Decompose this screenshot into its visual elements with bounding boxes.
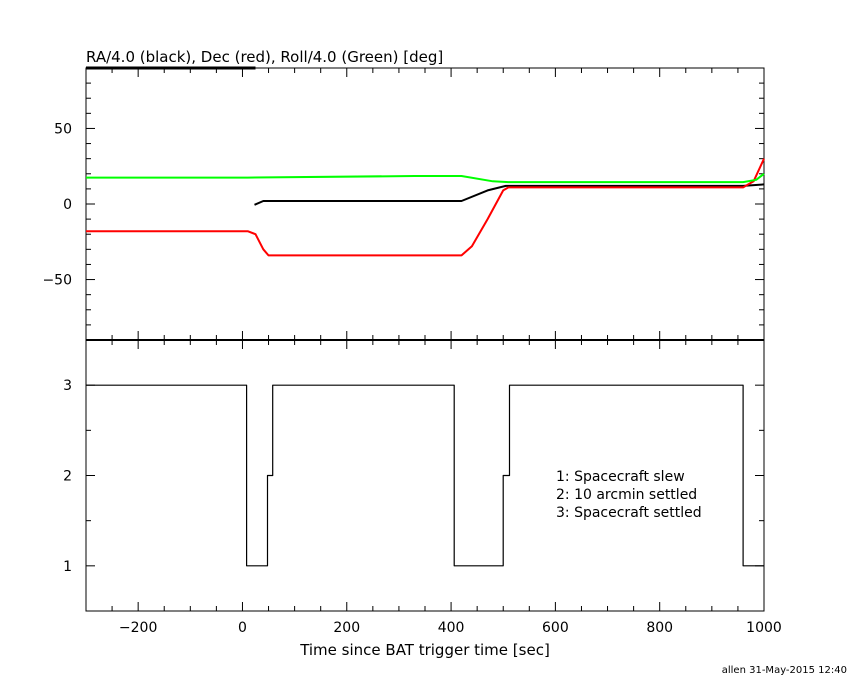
chart-title: RA/4.0 (black), Dec (red), Roll/4.0 (Gre…	[86, 48, 443, 66]
x-tick-label: 800	[646, 620, 673, 636]
series-line-ra-4-0	[254, 183, 765, 206]
top-panel-ticks: −50 0 50	[42, 67, 765, 341]
series-line-dec	[86, 158, 765, 257]
top-panel: −50 0 50	[42, 66, 765, 341]
top-panel-frame	[85, 67, 765, 341]
x-tick-label: −200	[119, 620, 157, 636]
x-tick-label: 0	[238, 620, 247, 636]
footer-credit: allen 31-May-2015 12:40	[722, 665, 847, 676]
y-tick-label: 0	[63, 197, 72, 213]
bottom-panel-series	[86, 384, 764, 567]
bottom-panel-ticks: −200 0 200 400 600 800 1000 1 2 3	[63, 339, 782, 636]
y-tick-label: 50	[54, 121, 72, 137]
x-tick-label: 400	[438, 620, 465, 636]
x-axis-label: Time since BAT trigger time [sec]	[299, 641, 550, 659]
x-tick-label: 200	[333, 620, 360, 636]
bottom-panel: −200 0 200 400 600 800 1000 1 2 3 1: Spacecraft s…	[63, 339, 782, 636]
y-tick-label: −50	[42, 273, 72, 289]
y-tick-label: 1	[63, 559, 72, 575]
top-panel-series	[86, 66, 765, 257]
legend-entry-3: 3: Spacecraft settled	[556, 505, 702, 521]
x-tick-label: 600	[542, 620, 569, 636]
series-line-settled-status	[86, 384, 764, 567]
legend-entry-1: 1: Spacecraft slew	[556, 469, 685, 485]
y-tick-label: 2	[63, 469, 72, 485]
series-line-roll-4-0	[86, 173, 765, 184]
y-tick-label: 3	[63, 378, 72, 394]
legend-entry-2: 2: 10 arcmin settled	[556, 487, 697, 503]
x-tick-label: 1000	[746, 620, 782, 636]
